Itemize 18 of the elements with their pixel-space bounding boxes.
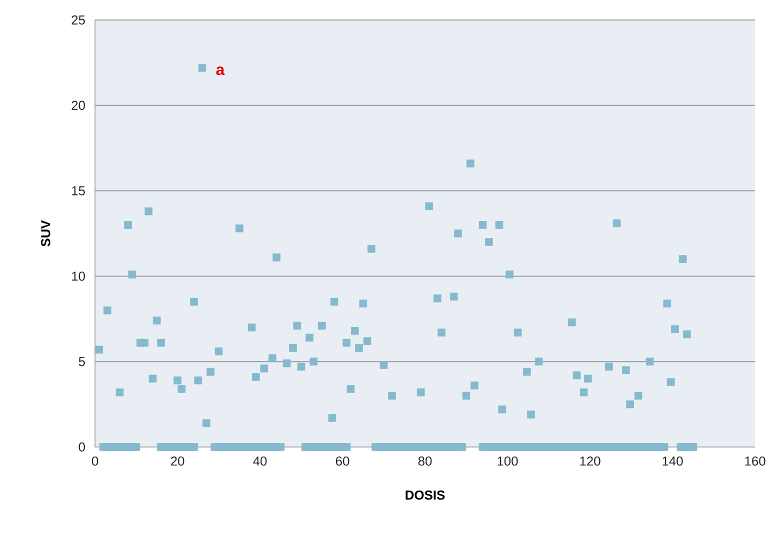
x-tick-label: 120	[580, 456, 600, 466]
x-tick-label: 20	[170, 456, 184, 466]
x-tick-label: 40	[253, 456, 267, 466]
x-tick-label: 140	[662, 456, 683, 466]
x-tick-label: 100	[498, 456, 518, 466]
y-tick-label: 5	[78, 357, 85, 366]
annotation: a	[216, 66, 225, 76]
x-tick-label: 60	[336, 456, 350, 466]
y-tick-label: 0	[78, 442, 85, 452]
y-tick-label: 15	[72, 186, 85, 196]
y-tick-label: 10	[72, 272, 85, 281]
y-tick-label: 20	[72, 100, 85, 110]
x-tick-label: 160	[745, 456, 766, 466]
x-tick-label: 0	[92, 456, 98, 466]
y-tick-label: 25	[72, 15, 85, 25]
y-axis-title: SUV	[41, 220, 50, 246]
x-axis-title: DOSIS	[406, 490, 445, 500]
x-tick-label: 80	[418, 456, 432, 466]
